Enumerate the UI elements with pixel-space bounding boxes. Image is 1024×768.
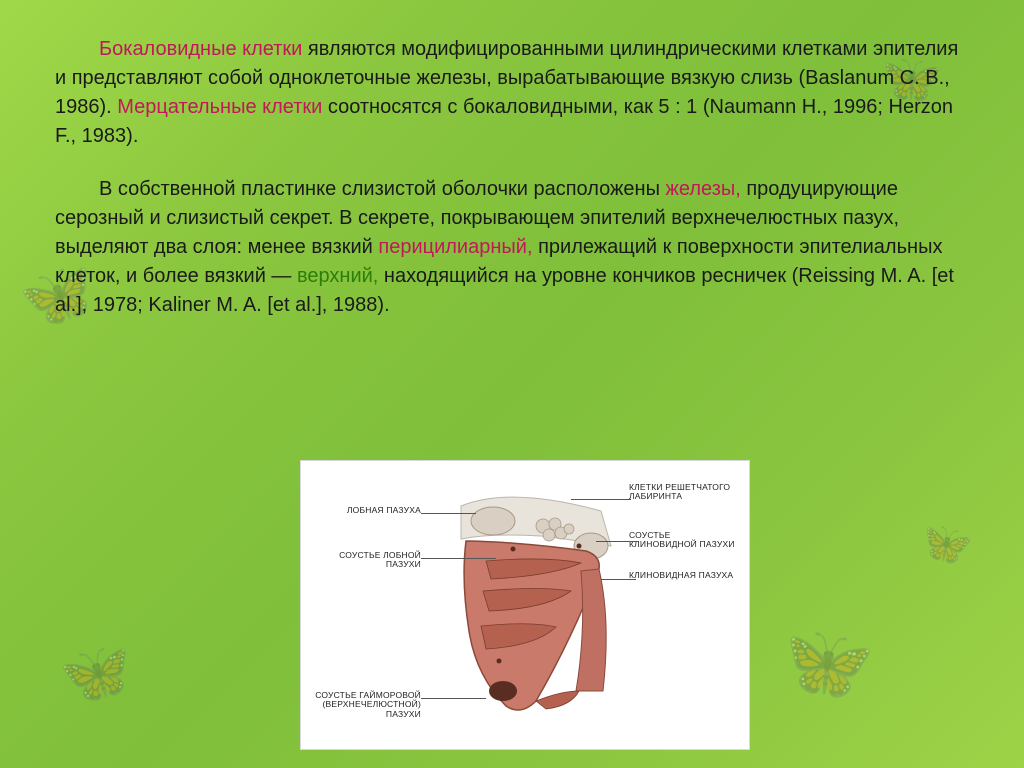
label-ethmoid-cells: КЛЕТКИ РЕШЕТЧАТОГО ЛАБИРИНТА [629,483,739,502]
highlight-goblet-cells: Бокаловидные клетки [99,38,302,60]
leader-line [421,513,476,514]
butterfly-decoration: 🦋 [912,512,977,576]
butterfly-decoration: 🦋 [57,637,135,711]
anatomy-svg [451,491,621,721]
label-frontal-ostium: СОУСТЬЕ ЛОБНОЙ ПАЗУХИ [311,551,421,570]
highlight-periciliary: перицилиарный, [378,236,532,258]
leader-line [571,499,631,500]
highlight-glands: железы, [666,178,741,200]
text-segment: В собственной пластинке слизистой оболоч… [99,178,666,200]
leader-line [421,558,496,559]
label-sphenoid-sinus: КЛИНОВИДНАЯ ПАЗУХА [629,571,739,580]
paragraph-2: В собственной пластинке слизистой оболоч… [55,175,969,320]
butterfly-decoration: 🦋 [768,607,881,718]
anatomy-figure: ЛОБНАЯ ПАЗУХА СОУСТЬЕ ЛОБНОЙ ПАЗУХИ СОУС… [300,460,750,750]
label-frontal-sinus: ЛОБНАЯ ПАЗУХА [311,506,421,515]
leader-line [601,579,636,580]
slide-content: Бокаловидные клетки являются модифициров… [55,35,969,344]
label-maxillary-ostium: СОУСТЬЕ ГАЙМОРОВОЙ (ВЕРХНЕЧЕЛЮСТНОЙ) ПАЗ… [311,691,421,719]
label-sphenoid-ostium: СОУСТЬЕ КЛИНОВИДНОЙ ПАЗУХИ [629,531,739,550]
paragraph-1: Бокаловидные клетки являются модифициров… [55,35,969,151]
highlight-upper-layer: верхний, [297,265,378,287]
highlight-ciliated-cells: Мерцательные клетки [117,96,322,118]
leader-line [421,698,486,699]
leader-line [596,541,636,542]
